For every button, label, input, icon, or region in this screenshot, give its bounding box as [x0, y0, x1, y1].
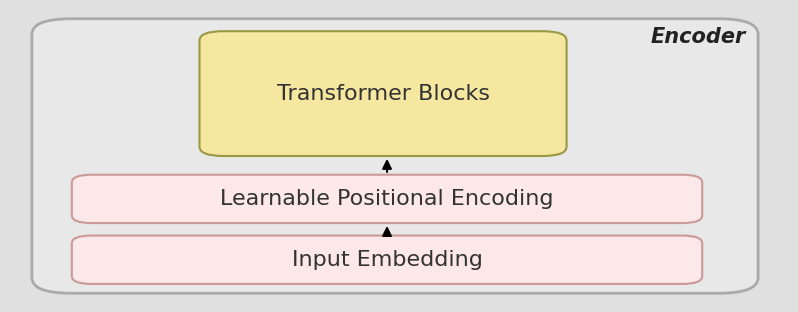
- FancyBboxPatch shape: [72, 175, 702, 223]
- Text: Transformer Blocks: Transformer Blocks: [277, 84, 489, 104]
- FancyBboxPatch shape: [32, 19, 758, 293]
- FancyBboxPatch shape: [200, 31, 567, 156]
- FancyBboxPatch shape: [72, 236, 702, 284]
- Text: Input Embedding: Input Embedding: [291, 250, 483, 270]
- Text: Learnable Positional Encoding: Learnable Positional Encoding: [220, 189, 554, 209]
- Text: Encoder: Encoder: [651, 27, 746, 46]
